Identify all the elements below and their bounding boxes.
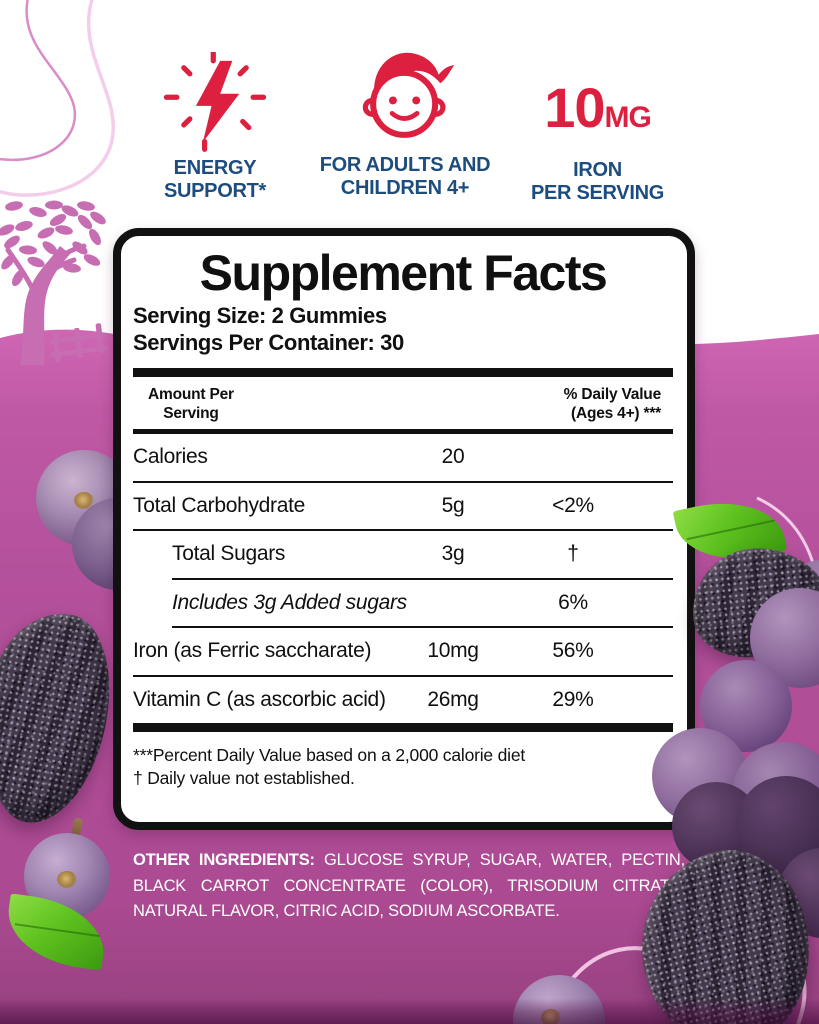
grape-blossom-spot [57, 871, 77, 888]
divider-thin [133, 480, 673, 483]
feature-dosage: 10MG IRON PER SERVING [510, 78, 685, 205]
nutrient-daily-value: <2% [552, 493, 594, 517]
swirl-line-inner [0, 0, 77, 162]
feature-label-line1: IRON [573, 159, 622, 181]
divider-thin [133, 674, 673, 677]
feature-label-line2: PER SERVING [530, 182, 665, 204]
footnote-line1: ***Percent Daily Value based on a 2,000 … [133, 745, 526, 765]
tree-silhouette [0, 200, 109, 365]
nutrient-amount: 10mg [427, 639, 479, 663]
feature-label: FOR ADULTS AND CHILDREN 4+ [310, 154, 500, 200]
column-header-amount: Amount Per Serving [148, 386, 234, 422]
dosage-value: 10 [544, 76, 605, 139]
nutrient-amount: 26mg [427, 687, 479, 711]
column-header-daily-value: % Daily Value (Ages 4+) *** [563, 386, 662, 422]
swirl-line-outer [0, 0, 115, 197]
panel-title: Supplement Facts [199, 245, 608, 301]
energy-bolt-icon [163, 50, 267, 152]
feature-label: IRON PER SERVING [510, 159, 685, 205]
nutrient-name: Vitamin C (as ascorbic acid) [133, 687, 386, 711]
table-header: Amount Per Serving % Daily Value (Ages 4… [133, 377, 673, 429]
nutrient-daily-value: 6% [558, 590, 588, 614]
nutrient-amount: 20 [441, 445, 465, 469]
divider-thin [133, 529, 673, 531]
other-ingredients: OTHER INGREDIENTS: GLUCOSE SYRUP, SUGAR,… [133, 848, 685, 925]
nutrient-amount: 3g [441, 542, 465, 566]
grape-blossom-spot [74, 492, 94, 509]
feature-label-line2: CHILDREN 4+ [340, 177, 470, 199]
divider-medium [133, 429, 673, 434]
divider-thin-indented [172, 626, 673, 628]
table-row-total-carbohydrate: Total Carbohydrate 5g <2% [133, 483, 673, 530]
supplement-facts-panel: Supplement Facts Serving Size: 2 Gummies… [113, 228, 695, 830]
nutrient-daily-value: 56% [552, 639, 594, 663]
feature-label-line2: SUPPORT* [163, 180, 267, 202]
servings-per-container: Servings Per Container: 30 [133, 330, 404, 355]
nutrient-amount: 5g [441, 493, 465, 517]
nutrient-daily-value: 29% [552, 687, 594, 711]
table-row-iron: Iron (as Ferric saccharate) 10mg 56% [133, 628, 673, 675]
table-row-vitamin-c: Vitamin C (as ascorbic acid) 26mg 29% [133, 677, 673, 724]
dosage-text: 10MG [510, 78, 685, 153]
table-row-added-sugars: Includes 3g Added sugars 6% [133, 580, 673, 627]
other-ingredients-label: OTHER INGREDIENTS: [133, 851, 315, 869]
table-row-total-sugars: Total Sugars 3g † [133, 531, 673, 578]
feature-age: FOR ADULTS AND CHILDREN 4+ [310, 45, 500, 200]
dosage-unit: MG [604, 101, 651, 134]
feature-label: ENERGY SUPPORT* [140, 157, 290, 203]
footnote: ***Percent Daily Value based on a 2,000 … [133, 744, 673, 790]
nutrient-daily-value: † [567, 542, 579, 566]
divider-thin-indented [172, 577, 673, 580]
feature-label-line1: FOR ADULTS AND [319, 154, 491, 176]
divider-thick [133, 723, 673, 732]
divider-thick [133, 368, 673, 377]
feature-label-line1: ENERGY [173, 157, 257, 179]
nutrient-name: Includes 3g Added sugars [172, 590, 407, 614]
nutrient-name: Iron (as Ferric saccharate) [133, 639, 372, 663]
table-row-calories: Calories 20 [133, 434, 673, 481]
nutrient-name: Calories [133, 445, 208, 469]
grape-blossom-spot [541, 1009, 561, 1024]
other-ingredients-text: GLUCOSE SYRUP, SUGAR, WATER, PECTIN, BLA… [133, 851, 685, 920]
nutrient-name: Total Sugars [172, 542, 286, 566]
feature-energy: ENERGY SUPPORT* [140, 50, 290, 203]
tree-leaves [0, 200, 106, 287]
fence [49, 323, 109, 363]
nutrient-name: Total Carbohydrate [133, 493, 306, 517]
footnote-line2: † Daily value not established. [133, 768, 355, 788]
serving-size: Serving Size: 2 Gummies [133, 303, 387, 328]
child-face-icon [362, 52, 455, 138]
